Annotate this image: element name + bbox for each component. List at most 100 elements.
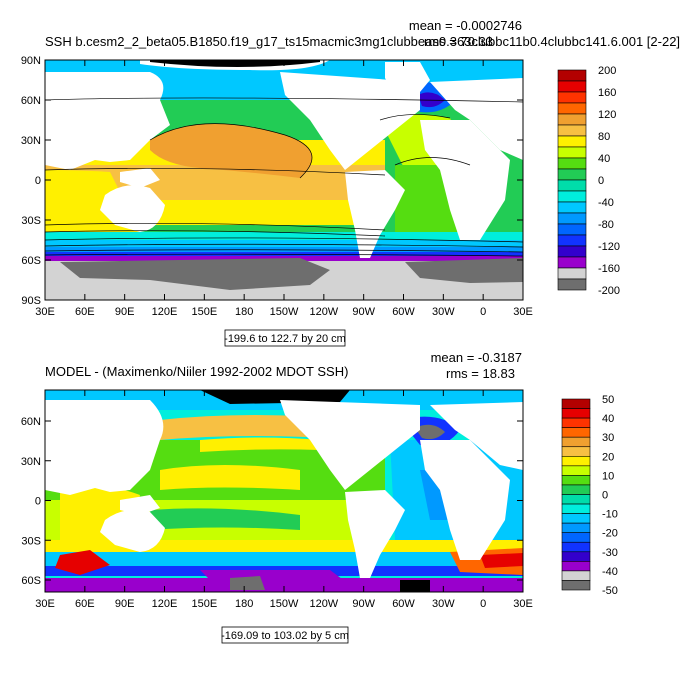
lon-label: 0 <box>480 598 486 610</box>
colorbar-swatch <box>561 522 591 534</box>
lon-label: 150E <box>191 598 217 610</box>
colorbar-label: 160 <box>598 87 616 99</box>
lon-label: 30E <box>513 306 533 318</box>
colorbar-swatch <box>557 113 587 126</box>
colorbar-swatch <box>561 580 591 591</box>
colorbar-swatch <box>557 168 587 181</box>
colorbar-swatch <box>557 69 587 82</box>
colorbar-swatch <box>561 570 591 581</box>
lat-label: 0 <box>35 175 41 187</box>
colorbar-swatch <box>561 455 591 467</box>
lon-label: 30W <box>432 306 455 318</box>
panel-2: MODEL - (Maximenko/Niiler 1992-2002 MDOT… <box>21 350 618 644</box>
lon-label: 30E <box>513 598 533 610</box>
lon-label: 120W <box>309 306 338 318</box>
panel-1-range-box <box>224 329 346 347</box>
panel-2-range-box <box>221 626 349 644</box>
colorbar-swatch <box>561 465 591 476</box>
colorbar-swatch <box>561 484 591 495</box>
panel-2-title: MODEL - (Maximenko/Niiler 1992-2002 MDOT… <box>45 364 348 379</box>
panel-2-lon-axis: 30E 60E 90E 120E 150E 180 150W 120W 90W 60W 30W 0 30… <box>35 390 533 610</box>
colorbar-swatch <box>557 91 587 104</box>
colorbar-swatch <box>561 532 591 543</box>
colorbar-swatch <box>557 201 587 214</box>
panel-1-rms: rms = 70.33 <box>424 34 493 49</box>
lat-label: 60S <box>21 575 41 587</box>
colorbar-swatch <box>561 503 591 514</box>
lon-label: 180 <box>235 598 253 610</box>
panel-1-colorbar: 200 160 120 80 40 0 -40 -80 -120 -160 -200 <box>557 65 620 297</box>
lon-label: 60W <box>392 306 415 318</box>
panel-2-range: -169.09 to 103.02 by 5 cm <box>221 630 349 642</box>
colorbar-swatch <box>557 234 587 247</box>
lon-label: 120W <box>309 598 338 610</box>
colorbar-swatch <box>557 245 587 258</box>
lon-label: 150E <box>191 306 217 318</box>
colorbar-label: -50 <box>602 585 618 597</box>
panel-2-map <box>45 390 523 592</box>
panel-2-colorbar: 50 40 30 20 10 0 -10 -20 -30 -40 -50 <box>561 394 618 597</box>
colorbar-label: 40 <box>602 413 614 425</box>
colorbar-label: 10 <box>602 470 614 482</box>
panel-2-lat-axis: 60N 30N 0 30S 60S <box>21 416 523 587</box>
colorbar-swatch <box>561 475 591 486</box>
lon-label: 30E <box>35 598 55 610</box>
lon-label: 90E <box>115 598 135 610</box>
colorbar-label: 200 <box>598 65 616 77</box>
lon-label: 120E <box>152 306 178 318</box>
colorbar-swatch <box>561 446 591 457</box>
lat-label: 30N <box>21 456 41 468</box>
panel-1-mean: mean = -0.0002746 <box>409 18 522 33</box>
panel-2-mean: mean = -0.3187 <box>431 350 522 365</box>
panel-1: SSH b.cesm2_2_beta05.B1850.f19_g17_ts15m… <box>21 18 680 347</box>
lat-label: 60N <box>21 95 41 107</box>
colorbar-swatch <box>561 398 591 409</box>
colorbar-swatch <box>557 124 587 137</box>
colorbar-swatch <box>561 513 591 524</box>
colorbar-swatch <box>557 223 587 236</box>
lon-label: 60E <box>75 306 95 318</box>
colorbar-swatch <box>561 561 591 572</box>
colorbar-swatch <box>557 212 587 225</box>
panel-1-title: SSH b.cesm2_2_beta05.B1850.f19_g17_ts15m… <box>45 34 680 49</box>
colorbar-swatch <box>561 494 591 505</box>
colorbar-label: -200 <box>598 285 620 297</box>
lon-label: 60W <box>392 598 415 610</box>
colorbar-swatch <box>557 179 587 192</box>
colorbar-label: -30 <box>602 547 618 559</box>
panel-1-range: -199.6 to 122.7 by 20 cm <box>224 333 346 345</box>
colorbar-swatch <box>557 190 587 203</box>
lon-label: 60E <box>75 598 95 610</box>
colorbar-label: 120 <box>598 109 616 121</box>
colorbar-swatch <box>557 102 587 115</box>
lon-label: 180 <box>235 306 253 318</box>
lat-label: 30N <box>21 135 41 147</box>
panel-1-lon-axis: 30E 60E 90E 120E 150E 180 150W 120W 90W 60W 30W 0 30… <box>35 60 533 318</box>
panel-1-map <box>45 60 523 300</box>
colorbar-label: -20 <box>602 528 618 540</box>
colorbar-swatch <box>561 417 591 428</box>
colorbar-swatch <box>557 146 587 159</box>
colorbar-label: -120 <box>598 241 620 253</box>
lon-label: 30E <box>35 306 55 318</box>
colorbar-label: -10 <box>602 509 618 521</box>
colorbar-swatch <box>561 408 591 419</box>
colorbar-swatch <box>557 157 587 170</box>
lon-label: 150W <box>270 598 299 610</box>
colorbar-swatch <box>561 551 591 562</box>
colorbar-label: 30 <box>602 432 614 444</box>
colorbar-swatch <box>557 256 587 269</box>
lat-label: 30S <box>21 535 41 547</box>
panel-1-lat-axis: 90N 60N 30N 0 30S 60S 90S <box>21 55 523 307</box>
colorbar-label: -40 <box>598 197 614 209</box>
colorbar-swatch <box>557 80 587 93</box>
lat-label: 90S <box>21 295 41 307</box>
lat-label: 90N <box>21 55 41 67</box>
colorbar-swatch <box>557 278 587 291</box>
lon-label: 150W <box>270 306 299 318</box>
lon-label: 90E <box>115 306 135 318</box>
lon-label: 30W <box>432 598 455 610</box>
colorbar-label: 20 <box>602 451 614 463</box>
colorbar-swatch <box>561 541 591 553</box>
